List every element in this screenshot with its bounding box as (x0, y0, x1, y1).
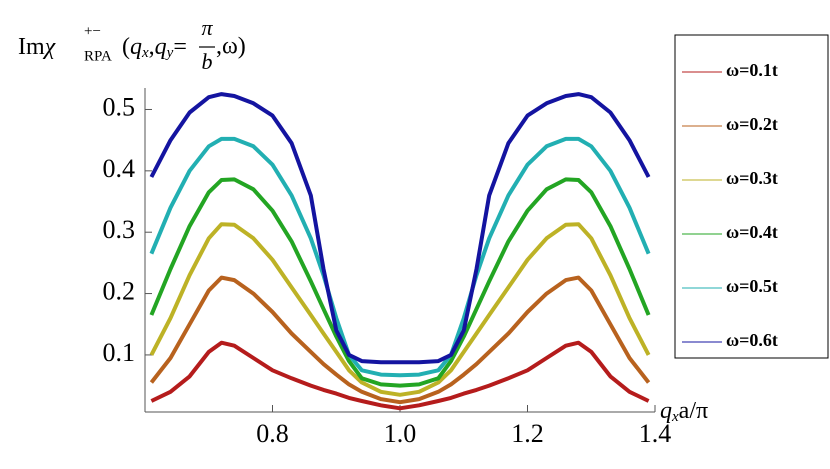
y-tick-label: 0.5 (103, 92, 136, 121)
y-label-part: , (149, 34, 155, 60)
y-label-part: x (141, 45, 149, 61)
legend-label: ω=0.5t (726, 276, 778, 296)
x-tick-label: 1.2 (511, 419, 544, 448)
y-label-part: χ (43, 34, 57, 60)
series-line (150, 340, 650, 411)
x-tick-label: 1.4 (639, 419, 672, 448)
y-label-frac-den: b (202, 49, 213, 74)
x-tick-label: 1.0 (384, 419, 417, 448)
series-line (149, 136, 651, 378)
y-tick-label: 0.4 (103, 154, 136, 183)
y-label-part: ( (122, 34, 130, 60)
series-line (149, 275, 651, 405)
y-label-part: Im (18, 34, 45, 60)
series-line (149, 177, 651, 388)
legend-box (674, 34, 829, 359)
y-label-part: y (165, 45, 174, 61)
y-label-sup: +− (84, 23, 101, 39)
x-label-part: q (660, 398, 672, 424)
legend-label: ω=0.2t (726, 114, 778, 134)
y-label: Imχ (18, 34, 57, 60)
legend-label: ω=0.1t (726, 60, 778, 80)
legend-label: ω=0.3t (726, 168, 778, 188)
x-tick-label: 0.8 (256, 419, 289, 448)
y-label: (qx,qy= (122, 34, 187, 62)
series-line (149, 92, 651, 365)
y-label-part: q (155, 34, 167, 60)
series-line (149, 222, 651, 397)
x-label-part: a/π (679, 398, 708, 424)
y-label-sub: RPA (84, 48, 112, 64)
y-label-part: = (173, 34, 187, 60)
y-tick-label: 0.1 (103, 338, 136, 367)
legend-label: ω=0.4t (726, 222, 778, 242)
y-label-part: q (130, 34, 142, 60)
x-label-part: x (671, 409, 679, 425)
y-label-frac-num: π (201, 15, 213, 40)
y-label: ,ω) (216, 34, 246, 60)
legend-label: ω=0.6t (726, 330, 778, 350)
y-tick-label: 0.2 (103, 277, 136, 306)
y-tick-label: 0.3 (103, 215, 136, 244)
x-label: qxa/π (660, 398, 708, 426)
